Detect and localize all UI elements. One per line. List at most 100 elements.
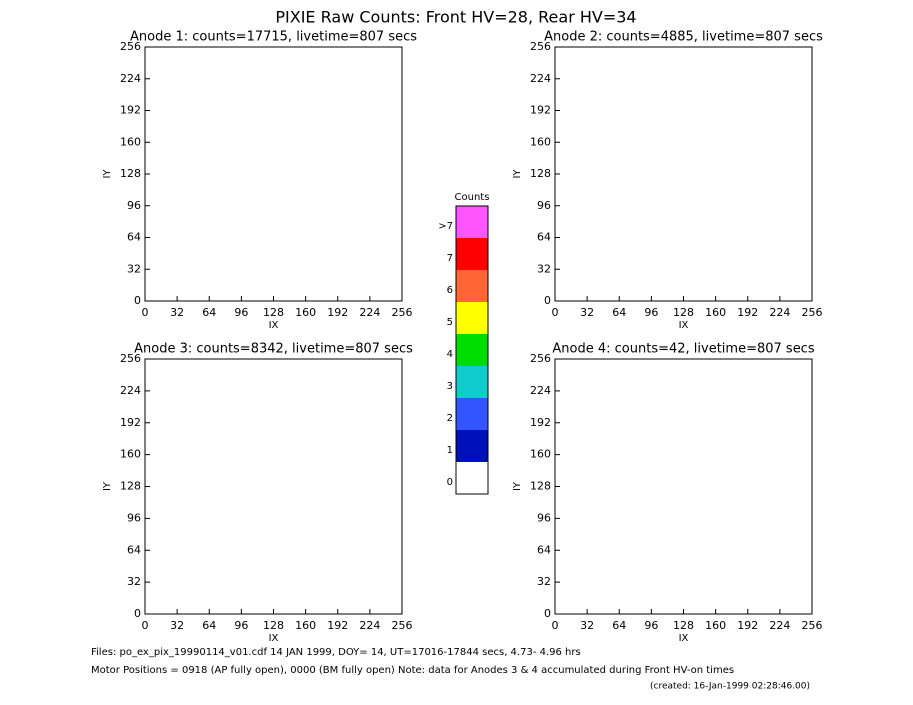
- y-tick-label: 32: [127, 262, 141, 275]
- x-tick-label: 0: [552, 619, 559, 632]
- y-tick-label: 0: [544, 607, 551, 620]
- x-tick-label: 128: [673, 619, 694, 632]
- y-tick-label: 128: [120, 167, 141, 180]
- x-tick-label: 0: [142, 619, 149, 632]
- y-tick-label: 32: [127, 575, 141, 588]
- x-tick-label: 256: [392, 306, 413, 319]
- colorbar-label: 2: [447, 413, 453, 424]
- x-tick-label: 160: [295, 619, 316, 632]
- y-tick-label: 64: [537, 231, 551, 244]
- x-tick-label: 64: [202, 619, 216, 632]
- footer-motor: Motor Positions = 0918 (AP fully open), …: [91, 665, 734, 676]
- x-tick-label: 256: [802, 306, 823, 319]
- x-tick-label: 96: [234, 306, 248, 319]
- x-tick-label: 96: [644, 306, 658, 319]
- colorbar-label: 6: [447, 285, 453, 296]
- y-tick-label: 160: [120, 448, 141, 461]
- x-tick-label: 224: [769, 306, 790, 319]
- y-tick-label: 64: [127, 231, 141, 244]
- x-tick-label: 192: [327, 619, 348, 632]
- y-tick-label: 224: [120, 72, 141, 85]
- x-tick-label: 224: [359, 619, 380, 632]
- x-tick-label: 96: [644, 619, 658, 632]
- colorbar-swatch: [456, 238, 488, 270]
- plot-frame: [554, 358, 813, 615]
- footer-created: (created: 16-Jan-1999 02:28:46.00): [650, 682, 810, 692]
- y-tick-label: 160: [120, 135, 141, 148]
- y-tick-label: 96: [537, 199, 551, 212]
- x-tick-label: 224: [359, 306, 380, 319]
- colorbar-swatch: [456, 430, 488, 462]
- x-tick-label: 192: [327, 306, 348, 319]
- y-tick-label: 256: [120, 40, 141, 53]
- page-title: PIXIE Raw Counts: Front HV=28, Rear HV=3…: [275, 8, 636, 27]
- colorbar-swatch: [456, 302, 488, 334]
- y-tick-label: 64: [537, 543, 551, 556]
- y-tick-label: 224: [530, 72, 551, 85]
- colorbar-swatch: [456, 206, 488, 238]
- y-tick-label: 160: [530, 135, 551, 148]
- panel-title: Anode 3: counts=8342, livetime=807 secs: [134, 342, 413, 357]
- x-tick-label: 224: [769, 619, 790, 632]
- y-tick-label: 128: [530, 167, 551, 180]
- colorbar-swatch: [456, 366, 488, 398]
- x-axis-label: IX: [269, 633, 279, 644]
- y-tick-label: 192: [120, 104, 141, 117]
- colorbar-label: 3: [447, 381, 453, 392]
- y-tick-label: 0: [544, 294, 551, 307]
- x-tick-label: 96: [234, 619, 248, 632]
- x-tick-label: 32: [170, 619, 184, 632]
- x-axis-label: IX: [679, 633, 689, 644]
- y-tick-label: 256: [120, 352, 141, 365]
- x-axis-label: IX: [269, 320, 279, 331]
- y-tick-label: 96: [127, 199, 141, 212]
- panel-title: Anode 4: counts=42, livetime=807 secs: [552, 342, 814, 357]
- plot-frame: [554, 46, 813, 302]
- x-tick-label: 128: [263, 619, 284, 632]
- y-tick-label: 128: [120, 480, 141, 493]
- panel-title: Anode 1: counts=17715, livetime=807 secs: [130, 30, 417, 45]
- x-tick-label: 256: [802, 619, 823, 632]
- x-tick-label: 160: [705, 619, 726, 632]
- y-tick-label: 224: [120, 384, 141, 397]
- colorbar-label: >7: [438, 221, 453, 232]
- x-tick-label: 128: [263, 306, 284, 319]
- y-tick-label: 64: [127, 543, 141, 556]
- x-tick-label: 64: [202, 306, 216, 319]
- x-tick-label: 160: [705, 306, 726, 319]
- colorbar-label: 0: [447, 477, 453, 488]
- y-tick-label: 160: [530, 448, 551, 461]
- footer-files: Files: po_ex_pix_19990114_v01.cdf 14 JAN…: [91, 647, 581, 658]
- colorbar-swatch: [456, 270, 488, 302]
- x-axis-label: IX: [679, 320, 689, 331]
- colorbar-label: 1: [447, 445, 453, 456]
- x-tick-label: 64: [612, 306, 626, 319]
- colorbar-swatch: [456, 398, 488, 430]
- colorbar-label: 7: [447, 253, 453, 264]
- colorbar-frame: [455, 205, 489, 495]
- x-tick-label: 192: [737, 619, 758, 632]
- y-tick-label: 96: [127, 511, 141, 524]
- y-tick-label: 96: [537, 511, 551, 524]
- colorbar-swatch: [456, 462, 488, 494]
- x-tick-label: 0: [552, 306, 559, 319]
- y-tick-label: 32: [537, 262, 551, 275]
- x-tick-label: 32: [580, 619, 594, 632]
- y-tick-label: 128: [530, 480, 551, 493]
- y-axis-label: IY: [102, 169, 113, 179]
- y-tick-label: 256: [530, 352, 551, 365]
- y-tick-label: 0: [134, 294, 141, 307]
- y-axis-label: IY: [512, 169, 523, 179]
- x-tick-label: 32: [580, 306, 594, 319]
- y-tick-label: 256: [530, 40, 551, 53]
- y-axis-label: IY: [102, 481, 113, 491]
- x-tick-label: 64: [612, 619, 626, 632]
- x-tick-label: 128: [673, 306, 694, 319]
- colorbar-label: 5: [447, 317, 453, 328]
- colorbar-label: 4: [447, 349, 453, 360]
- y-tick-label: 192: [530, 104, 551, 117]
- y-tick-label: 224: [530, 384, 551, 397]
- x-tick-label: 256: [392, 619, 413, 632]
- colorbar-swatch: [456, 334, 488, 366]
